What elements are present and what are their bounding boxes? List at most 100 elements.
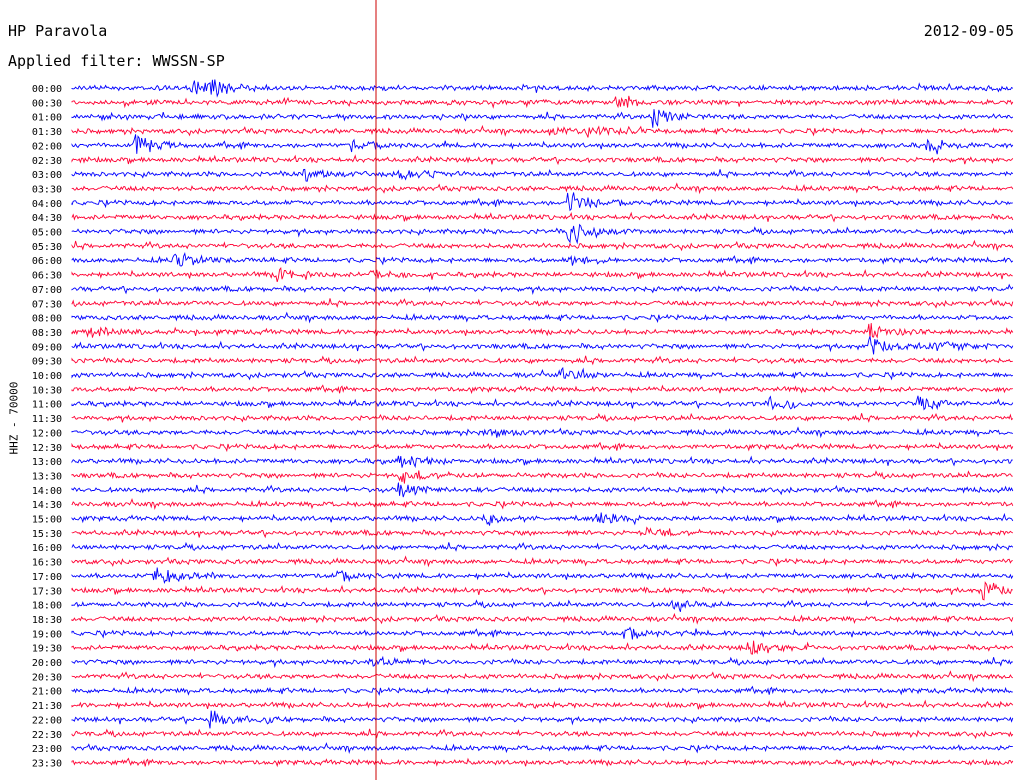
row-label: 06:30 [32,271,62,282]
trace-line [71,757,1014,768]
row-label: 00:30 [32,98,62,109]
trace-line [71,336,1014,355]
row-label: 05:30 [32,242,62,253]
trace-line [71,239,1014,252]
row-label: 02:00 [32,141,62,152]
trace-line [71,95,1014,109]
trace-line [71,211,1014,223]
row-label: 23:30 [32,758,62,769]
trace-line [71,109,1014,128]
trace-line [71,728,1014,740]
row-label: 16:30 [32,558,62,569]
row-label: 21:00 [32,687,62,698]
row-label: 12:00 [32,428,62,439]
row-label: 16:00 [32,543,62,554]
row-label: 17:30 [32,586,62,597]
row-label: 20:30 [32,672,62,683]
trace-line [71,567,1014,584]
filter-label: Applied filter: WWSSN-SP [8,52,225,70]
row-label: 17:00 [32,572,62,583]
trace-line [71,395,1014,411]
trace-line [71,283,1014,295]
trace-line [71,685,1013,697]
row-label: 08:30 [32,328,62,339]
row-label: 07:00 [32,285,62,296]
trace-line [71,526,1014,539]
trace-line [71,670,1014,683]
row-label: 01:30 [32,127,62,138]
row-label: 13:00 [32,457,62,468]
row-label: 19:30 [32,644,62,655]
trace-line [71,323,1014,339]
trace-line [71,134,1014,155]
row-label: 13:30 [32,471,62,482]
trace-line [71,223,1014,245]
trace-line [71,482,1014,498]
row-label: 04:00 [32,199,62,210]
trace-line [71,541,1014,552]
row-label: 18:30 [32,615,62,626]
station-name: HP Paravola [8,22,108,40]
trace-line [71,441,1014,453]
trace-line [71,710,1014,729]
trace-line [71,512,1014,526]
row-label: 04:30 [32,213,62,224]
trace-line [71,182,1014,195]
row-label: 14:30 [32,500,62,511]
trace-line [71,742,1013,755]
trace-line [71,581,1014,601]
row-label: 03:00 [32,170,62,181]
trace-line [71,266,1013,283]
row-label: 09:30 [32,357,62,368]
row-label: 15:30 [32,529,62,540]
date-label: 2012-09-05 [923,22,1014,40]
row-label: 21:30 [32,701,62,712]
row-label: 10:00 [32,371,62,382]
row-label: 02:30 [32,156,62,167]
row-label: 14:00 [32,486,62,497]
trace-line [71,626,1014,640]
row-label: 11:30 [32,414,62,425]
trace-line [71,498,1014,510]
row-label: 22:00 [32,715,62,726]
row-label: 11:00 [32,400,62,411]
row-label: 22:30 [32,730,62,741]
row-label: 15:00 [32,515,62,526]
trace-line [71,384,1013,395]
trace-line [71,251,1014,267]
trace-line [71,599,1013,612]
trace-line [71,311,1013,324]
trace-line [71,455,1013,469]
row-label: 09:00 [32,342,62,353]
trace-line [71,124,1014,138]
row-label: 20:00 [32,658,62,669]
row-label: 03:30 [32,184,62,195]
row-label: 12:30 [32,443,62,454]
trace-line [71,298,1014,309]
row-label: 19:00 [32,629,62,640]
row-label: 18:00 [32,601,62,612]
row-label: 00:00 [32,84,62,95]
trace-line [71,426,1014,439]
trace-line [71,168,1014,182]
row-label: 06:00 [32,256,62,267]
row-label: 23:00 [32,744,62,755]
trace-line [71,699,1014,710]
row-label: 01:00 [32,113,62,124]
row-label: 05:00 [32,228,62,239]
trace-line [71,555,1013,568]
trace-line [71,366,1014,381]
row-label: 08:00 [32,314,62,325]
trace-line [71,470,1013,484]
trace-line [71,192,1013,212]
row-label: 10:30 [32,385,62,396]
trace-line [71,79,1014,98]
trace-line [71,355,1013,366]
row-label: 07:30 [32,299,62,310]
trace-line [71,612,1014,625]
trace-line [71,655,1013,669]
trace-line [71,412,1014,423]
trace-line [71,640,1014,655]
trace-line [71,154,1014,166]
